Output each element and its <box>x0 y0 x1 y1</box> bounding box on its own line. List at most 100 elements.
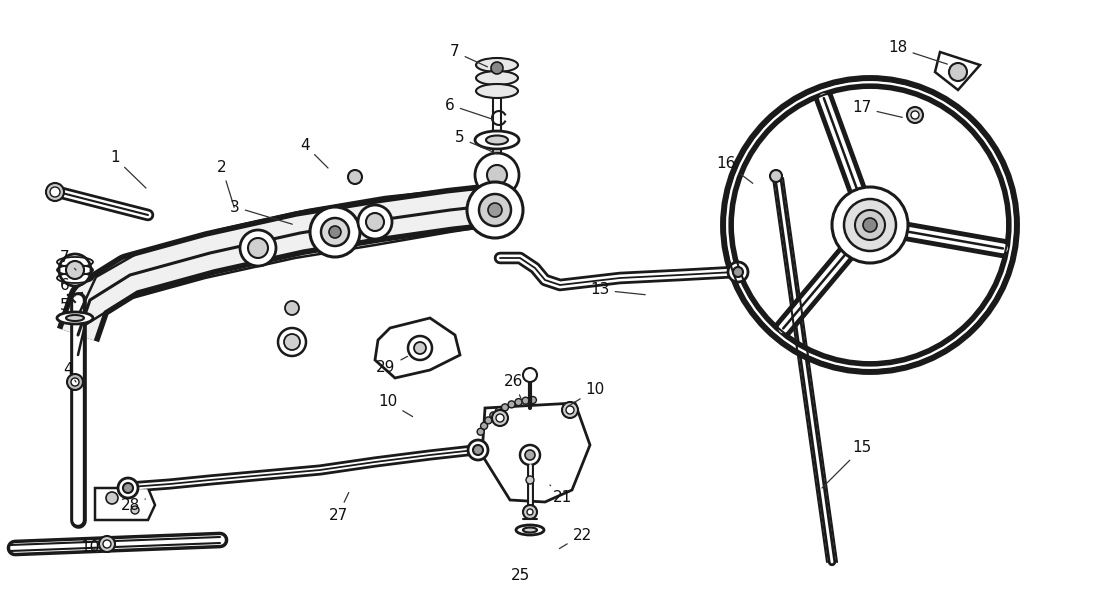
Circle shape <box>124 483 133 493</box>
Text: 10: 10 <box>378 395 413 416</box>
Circle shape <box>562 402 578 418</box>
Circle shape <box>71 378 79 386</box>
Circle shape <box>478 428 484 435</box>
Circle shape <box>310 207 360 257</box>
Circle shape <box>910 111 919 119</box>
Circle shape <box>475 153 519 197</box>
Circle shape <box>408 336 432 360</box>
Polygon shape <box>375 318 460 378</box>
Circle shape <box>525 450 534 460</box>
Ellipse shape <box>475 84 518 98</box>
Circle shape <box>131 506 139 514</box>
Circle shape <box>118 478 138 498</box>
Text: 5: 5 <box>60 298 75 315</box>
Text: 17: 17 <box>853 101 903 117</box>
Text: 18: 18 <box>889 41 948 64</box>
Text: 7: 7 <box>60 250 77 270</box>
Circle shape <box>769 170 781 182</box>
Circle shape <box>855 210 885 240</box>
Circle shape <box>522 397 529 404</box>
Circle shape <box>495 407 503 415</box>
Circle shape <box>359 205 392 239</box>
Text: 6: 6 <box>445 98 492 119</box>
Text: 10: 10 <box>81 540 99 555</box>
Ellipse shape <box>57 312 93 324</box>
Circle shape <box>59 254 91 286</box>
Circle shape <box>527 509 533 515</box>
Text: 4: 4 <box>301 138 328 168</box>
Text: 10: 10 <box>567 383 604 407</box>
Circle shape <box>526 476 534 484</box>
Circle shape <box>106 492 118 504</box>
Circle shape <box>321 218 349 246</box>
Circle shape <box>949 63 967 81</box>
Circle shape <box>844 199 896 251</box>
Circle shape <box>278 328 306 356</box>
Circle shape <box>490 412 497 419</box>
Text: 5: 5 <box>455 131 497 154</box>
Circle shape <box>248 238 268 258</box>
Circle shape <box>103 540 111 548</box>
Circle shape <box>329 226 341 238</box>
Ellipse shape <box>475 131 519 149</box>
Circle shape <box>481 422 487 429</box>
Ellipse shape <box>66 315 84 321</box>
Circle shape <box>502 404 508 411</box>
Text: 6: 6 <box>60 277 75 296</box>
Circle shape <box>907 107 922 123</box>
Circle shape <box>863 218 877 232</box>
Polygon shape <box>482 403 590 502</box>
Circle shape <box>67 374 83 390</box>
Circle shape <box>366 213 384 231</box>
Circle shape <box>467 182 522 238</box>
Text: 27: 27 <box>328 492 349 522</box>
Text: 26: 26 <box>504 374 524 406</box>
Text: 2: 2 <box>218 161 234 207</box>
Circle shape <box>285 301 299 315</box>
Circle shape <box>479 194 512 226</box>
Circle shape <box>487 165 507 185</box>
Circle shape <box>832 187 908 263</box>
Circle shape <box>733 267 743 277</box>
Polygon shape <box>95 488 155 520</box>
Ellipse shape <box>522 528 537 533</box>
Text: 3: 3 <box>231 199 292 224</box>
Text: 7: 7 <box>450 44 487 67</box>
Circle shape <box>414 342 426 354</box>
Circle shape <box>348 170 362 184</box>
Text: 28: 28 <box>120 498 145 513</box>
Circle shape <box>491 62 503 74</box>
Text: 1: 1 <box>110 150 146 188</box>
Text: 21: 21 <box>550 485 572 506</box>
Text: 25: 25 <box>510 567 530 582</box>
Circle shape <box>566 406 574 414</box>
Ellipse shape <box>475 58 518 72</box>
Ellipse shape <box>516 525 544 535</box>
Text: 13: 13 <box>590 283 645 298</box>
Circle shape <box>728 262 748 282</box>
Ellipse shape <box>486 135 508 144</box>
Circle shape <box>515 398 522 406</box>
Text: 16: 16 <box>716 156 753 183</box>
Circle shape <box>487 203 502 217</box>
Text: 22: 22 <box>560 528 591 549</box>
Circle shape <box>492 410 508 426</box>
Circle shape <box>520 445 540 465</box>
Circle shape <box>485 417 492 424</box>
Polygon shape <box>935 52 980 90</box>
Circle shape <box>522 505 537 519</box>
Circle shape <box>522 368 537 382</box>
Circle shape <box>46 183 64 201</box>
Circle shape <box>468 440 487 460</box>
Circle shape <box>240 230 277 266</box>
Circle shape <box>473 445 483 455</box>
Ellipse shape <box>475 71 518 85</box>
Circle shape <box>284 334 299 350</box>
Circle shape <box>99 536 115 552</box>
Text: 4: 4 <box>63 362 77 382</box>
Circle shape <box>508 401 515 408</box>
Circle shape <box>496 414 504 422</box>
Text: 15: 15 <box>822 440 871 488</box>
Circle shape <box>529 397 537 404</box>
Text: 29: 29 <box>376 356 408 376</box>
